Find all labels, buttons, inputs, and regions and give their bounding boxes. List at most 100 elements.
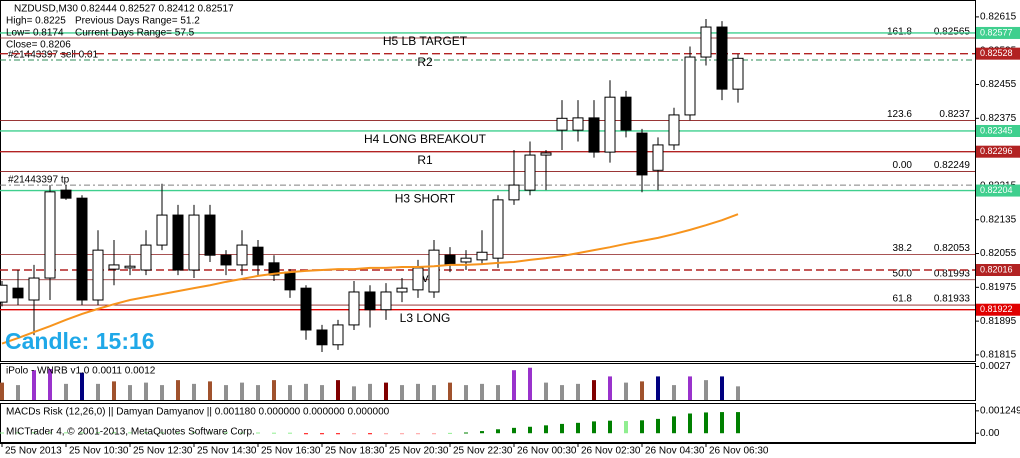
candle-body bbox=[0, 284, 8, 303]
candle-body bbox=[60, 189, 72, 199]
indicator-bar bbox=[448, 382, 452, 400]
level-label: H4 LONG BREAKOUT bbox=[364, 132, 487, 146]
candle-body bbox=[140, 244, 152, 271]
x-tick-label: 25 Nov 20:30 bbox=[389, 446, 449, 457]
price-box bbox=[976, 124, 1020, 137]
indicator-bar bbox=[400, 433, 404, 435]
price-box-label: 0.82577 bbox=[980, 27, 1013, 37]
x-tick-label: 25 Nov 12:30 bbox=[133, 446, 193, 457]
y-tick-label: 0.81815 bbox=[980, 350, 1017, 361]
copyright: MICTrader 4, © 2001-2013, MetaQuotes Sof… bbox=[6, 427, 255, 438]
indicator-bar bbox=[352, 433, 356, 435]
price-box-label: 0.82345 bbox=[980, 125, 1013, 135]
indicator-bar bbox=[624, 382, 628, 400]
candle-body bbox=[108, 264, 120, 270]
candle-body bbox=[540, 152, 552, 156]
indicator-bar bbox=[368, 383, 372, 400]
main-panel-frame bbox=[0, 0, 976, 362]
indicator-bar bbox=[736, 412, 740, 434]
indicator-bar bbox=[80, 432, 84, 434]
candle-body bbox=[572, 117, 584, 131]
indicator-bar bbox=[352, 386, 356, 400]
y-tick-label: 0.81895 bbox=[980, 316, 1017, 327]
price-box bbox=[976, 303, 1020, 316]
price-box bbox=[976, 47, 1020, 60]
info-text: High= 0.8225 bbox=[6, 16, 66, 27]
indicator-bar bbox=[16, 385, 20, 400]
candle-body bbox=[188, 214, 200, 271]
info-text: Close= 0.8206 bbox=[6, 40, 71, 51]
indicator-bar bbox=[560, 385, 564, 400]
trade-label: #21443397 tp bbox=[8, 175, 70, 186]
candle-body bbox=[28, 277, 40, 301]
indicator-bar bbox=[416, 433, 420, 435]
candle-timer: Candle: 15:16 bbox=[5, 328, 155, 354]
indicator-bar bbox=[496, 429, 500, 434]
indicator-bar bbox=[608, 420, 612, 434]
indicator-bar bbox=[336, 433, 340, 435]
indicator-bar bbox=[384, 382, 388, 400]
candle-body bbox=[44, 191, 56, 279]
indicator-bar bbox=[240, 432, 244, 434]
indicator-bar bbox=[688, 413, 692, 434]
indicator-bar bbox=[512, 370, 516, 400]
price-box-label: 0.82016 bbox=[980, 264, 1013, 274]
price-box bbox=[976, 184, 1020, 197]
indicator-bar bbox=[32, 432, 36, 434]
indicator-bar bbox=[560, 423, 564, 434]
fib-value: 0.82053 bbox=[934, 243, 971, 254]
indicator-bar bbox=[224, 432, 228, 434]
candle-body bbox=[476, 251, 488, 261]
y-tick-label: 0.82135 bbox=[980, 214, 1017, 225]
price-box bbox=[976, 264, 1020, 276]
indicator-bar bbox=[304, 433, 308, 435]
indicator-bar bbox=[704, 412, 708, 434]
level-label: R1 bbox=[417, 153, 433, 167]
indicator-bar bbox=[720, 412, 724, 434]
candle-body bbox=[92, 249, 104, 301]
indicator-bar bbox=[464, 385, 468, 400]
indicator-bar bbox=[128, 432, 132, 434]
y-tick-label: 0.0027 bbox=[980, 361, 1011, 372]
indicator-bar bbox=[496, 385, 500, 400]
y-tick-label: 0.82455 bbox=[980, 79, 1017, 90]
candle-body bbox=[732, 57, 744, 90]
indicator-bar bbox=[192, 383, 196, 400]
indicator-bar bbox=[544, 382, 548, 400]
x-tick-label: 25 Nov 16:30 bbox=[261, 446, 321, 457]
indicator-bar bbox=[48, 432, 52, 434]
indicator-bar bbox=[512, 427, 516, 434]
info-text: Current Days Range= 57.5 bbox=[75, 28, 195, 39]
indicator-bar bbox=[160, 385, 164, 400]
indicator-bar bbox=[272, 380, 276, 400]
chart-title: NZDUSD,M30 0.82444 0.82527 0.82412 0.825… bbox=[14, 4, 234, 15]
indicator-bar bbox=[720, 376, 724, 400]
candle-body bbox=[12, 287, 24, 299]
candle-body bbox=[236, 244, 248, 266]
indicator-bar bbox=[192, 432, 196, 434]
indicator-bar bbox=[576, 422, 580, 434]
y-tick-label: 0.001249 bbox=[980, 405, 1020, 416]
indicator-bar bbox=[608, 376, 612, 400]
indicator-bar bbox=[320, 385, 324, 400]
y-tick-label: 0.82615 bbox=[980, 12, 1017, 23]
candle-body bbox=[252, 246, 264, 266]
y-tick-label: 0.81975 bbox=[980, 282, 1017, 293]
indicator-bar bbox=[160, 432, 164, 434]
indicator-bar bbox=[256, 385, 260, 400]
candle-body bbox=[156, 214, 168, 246]
indicator-bar bbox=[672, 385, 676, 400]
price-box bbox=[976, 26, 1020, 39]
price-box bbox=[976, 145, 1020, 158]
indicator-bar bbox=[416, 383, 420, 400]
candle-body bbox=[444, 254, 456, 266]
indicator-bar bbox=[368, 433, 372, 435]
level-label: L3 LONG bbox=[400, 311, 451, 325]
indicator-bar bbox=[704, 380, 708, 400]
fib-value: 0.8237 bbox=[939, 109, 970, 120]
candle-body bbox=[76, 197, 88, 301]
panel-title: iPolo - WNRB v1.0 0.0011 0.0012 bbox=[6, 366, 156, 377]
indicator-bar bbox=[96, 383, 100, 400]
